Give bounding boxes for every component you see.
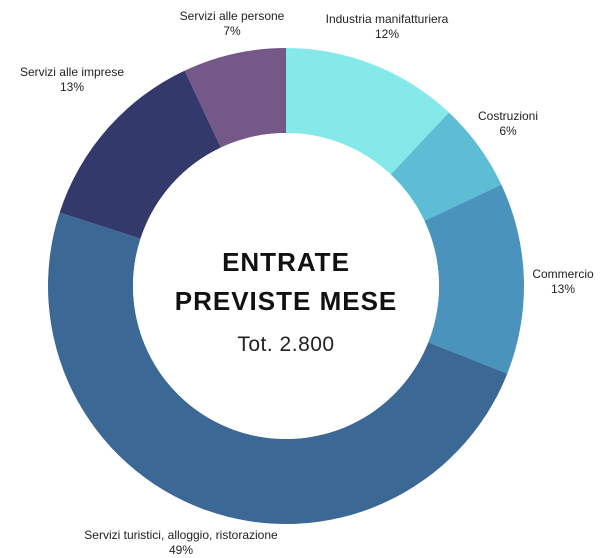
slice-label-percent: 7% — [223, 24, 241, 38]
slice-label-name: Servizi turistici, alloggio, ristorazion… — [84, 528, 278, 542]
slice-servizi-turistici-alloggio-ristorazione — [47, 212, 508, 525]
center-title-line-2: PREVISTE MESE — [175, 286, 398, 316]
center-title-line-1: ENTRATE — [222, 247, 350, 277]
slice-commercio — [424, 184, 525, 374]
donut-hole — [133, 133, 439, 439]
center-total: Tot. 2.800 — [237, 333, 334, 356]
slice-industria-manifatturiera — [286, 48, 449, 175]
slice-label-name: Commercio — [532, 267, 594, 281]
slice-label-percent: 49% — [169, 543, 193, 557]
center-text: ENTRATE PREVISTE MESE Tot. 2.800 — [175, 247, 398, 356]
slice-label-percent: 12% — [375, 27, 399, 41]
slice-costruzioni — [390, 112, 502, 221]
slice-label-name: Costruzioni — [478, 109, 538, 123]
slice-label-name: Servizi alle imprese — [20, 65, 124, 79]
slice-label-name: Servizi alle persone — [180, 9, 285, 23]
slice-label-name: Industria manifatturiera — [326, 12, 449, 26]
slice-servizi-alle-imprese — [59, 70, 221, 239]
slice-label-percent: 13% — [60, 80, 84, 94]
donut-slices — [47, 48, 525, 525]
slice-servizi-alle-persone — [184, 48, 286, 148]
slice-label-percent: 13% — [551, 282, 575, 296]
slice-label-percent: 6% — [499, 124, 517, 138]
